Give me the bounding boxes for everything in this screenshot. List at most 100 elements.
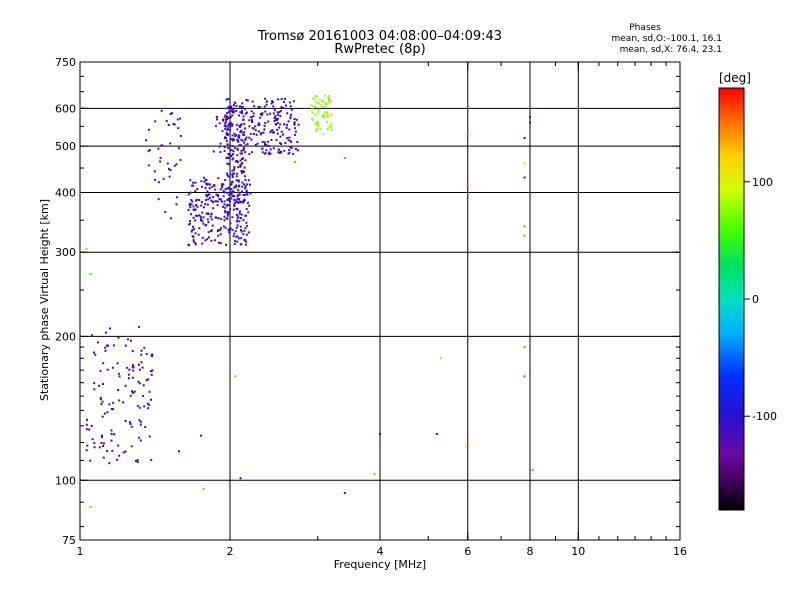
data-point [238, 114, 241, 117]
data-point [217, 234, 220, 237]
data-point [124, 450, 127, 453]
data-point [117, 444, 120, 447]
data-point [329, 99, 332, 102]
data-point [205, 182, 208, 185]
data-point [246, 183, 249, 186]
data-point [244, 243, 247, 246]
data-point [222, 189, 225, 192]
data-point [225, 98, 228, 101]
data-point [238, 200, 241, 203]
data-point [317, 109, 320, 112]
data-point [116, 362, 119, 365]
data-point [245, 190, 248, 193]
data-point [229, 222, 232, 225]
data-point [169, 142, 172, 145]
data-point [118, 399, 121, 402]
data-point [244, 112, 247, 115]
data-point [316, 111, 319, 114]
data-point [231, 123, 234, 126]
data-point [134, 459, 137, 462]
data-point [231, 110, 234, 113]
data-point [227, 198, 230, 201]
data-point [108, 462, 111, 465]
data-point [241, 181, 244, 184]
data-point [231, 174, 234, 177]
data-point [236, 235, 239, 238]
data-point [133, 390, 136, 393]
data-point [225, 120, 228, 123]
data-point [311, 107, 314, 110]
data-point [240, 129, 243, 132]
data-point [112, 344, 115, 347]
data-point [240, 237, 243, 240]
data-point [201, 211, 204, 214]
data-point [164, 211, 167, 213]
data-point [237, 237, 240, 240]
data-point [169, 113, 172, 115]
data-point [253, 105, 256, 108]
data-point [272, 105, 275, 108]
data-point [235, 175, 238, 178]
data-point [89, 505, 92, 508]
data-point [229, 172, 232, 175]
data-point [231, 137, 234, 140]
data-point [231, 195, 234, 198]
data-point [85, 449, 88, 452]
data-point [104, 346, 107, 349]
data-point [231, 169, 234, 172]
data-point [126, 366, 129, 369]
data-point [205, 199, 208, 201]
data-point [228, 231, 231, 234]
data-point [322, 114, 325, 117]
data-point [173, 164, 176, 167]
data-point [150, 458, 153, 461]
data-point [151, 369, 154, 372]
data-point [263, 141, 266, 144]
grid [80, 62, 680, 540]
data-point [266, 113, 269, 116]
data-point [323, 112, 326, 115]
data-point [232, 168, 235, 171]
data-point [194, 190, 197, 193]
data-point [245, 136, 248, 139]
data-point [226, 128, 229, 131]
data-point [231, 229, 234, 231]
data-point [238, 184, 241, 187]
data-point [207, 194, 210, 197]
data-point [251, 121, 254, 123]
data-point [233, 195, 236, 197]
data-point [241, 162, 244, 165]
data-point [279, 110, 282, 113]
data-point [179, 158, 182, 161]
data-point [239, 125, 242, 128]
data-point [225, 132, 228, 135]
data-point [117, 389, 120, 391]
data-point [230, 188, 233, 191]
data-point [222, 195, 225, 198]
data-point [214, 188, 217, 191]
data-point [110, 408, 113, 410]
data-point [250, 138, 253, 141]
data-point [223, 115, 226, 118]
data-point [224, 125, 227, 128]
data-point [200, 204, 203, 207]
data-point [270, 129, 273, 132]
data-point [231, 124, 234, 127]
data-point [317, 102, 320, 105]
data-point [277, 98, 280, 101]
data-point [206, 218, 209, 221]
data-point [243, 141, 246, 144]
data-point [194, 219, 197, 222]
data-point [220, 198, 222, 201]
data-point [124, 344, 127, 347]
data-point [192, 181, 195, 184]
data-point [322, 133, 325, 135]
data-point [288, 101, 291, 104]
data-point [89, 273, 92, 276]
data-point [192, 208, 195, 211]
data-point [238, 212, 241, 215]
data-point [295, 118, 298, 121]
data-point [241, 171, 243, 174]
data-point [231, 145, 234, 148]
data-point [236, 154, 239, 157]
